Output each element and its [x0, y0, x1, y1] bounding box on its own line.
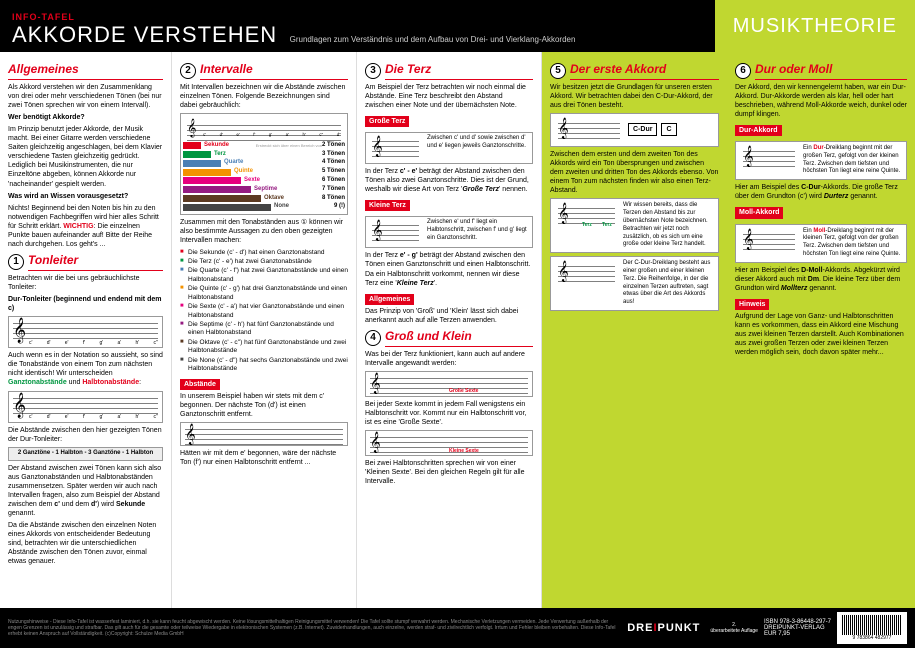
- text: In der Terz c' - e' beträgt der Abstand …: [365, 167, 533, 194]
- text: Da die Abstände zwischen den einzelnen N…: [8, 521, 163, 566]
- text: Was bei der Terz funktioniert, kann auch…: [365, 350, 533, 368]
- text: Als Akkord verstehen wir den Zusammenkla…: [8, 83, 163, 110]
- section-num: 1: [8, 254, 24, 270]
- text: Hier am Beispiel des C-Dur-Akkords. Die …: [735, 183, 907, 201]
- section-num: 5: [550, 63, 566, 79]
- text: Dur-Tonleiter (beginnend und endend mit …: [8, 295, 163, 313]
- text: Wer benötigt Akkorde?: [8, 113, 163, 122]
- text: Betrachten wir die bei uns gebräuchlichs…: [8, 274, 163, 292]
- text: Das Prinzip von 'Groß' und 'Klein' lässt…: [365, 307, 533, 325]
- sub-hinweis: Hinweis: [735, 299, 769, 310]
- sec-tonleiter: Tonleiter: [28, 253, 163, 271]
- barcode: 9 783864 482977: [837, 612, 907, 644]
- sub-moll: Moll-Akkord: [735, 207, 783, 218]
- text: Bei zwei Halbtonschritten sprechen wir v…: [365, 459, 533, 486]
- sec-gross: Groß und Klein: [385, 329, 533, 347]
- chord-cdur: 𝄞 C-Dur C: [550, 113, 719, 147]
- text: Zwischen dem ersten und dem zweiten Ton …: [550, 150, 719, 195]
- text: Zusammen mit den Tonabständen aus ① könn…: [180, 218, 348, 245]
- text: Der Abstand zwischen zwei Tönen kann sic…: [8, 464, 163, 519]
- text: Nichts! Beginnend bei den Noten bis hin …: [8, 204, 163, 249]
- chord-terz-detail: 𝄞 Der C-Dur-Dreiklang besteht aus einer …: [550, 256, 719, 311]
- footer-text: Nutzungshinweise - Diese Info-Tafel ist …: [8, 619, 617, 637]
- formula: 2 Ganztöne - 1 Halbton - 3 Ganztöne - 1 …: [8, 447, 163, 461]
- isbn: ISBN 978-3-86448-297-7 DREIPUNKT-VERLAG …: [764, 619, 831, 637]
- sec-intervalle: Intervalle: [200, 62, 348, 80]
- text: In unserem Beispiel haben wir stets mit …: [180, 392, 348, 419]
- chord-terz-diagram: 𝄞 Terz Terz Wir wissen bereits, dass die…: [550, 198, 719, 253]
- interval-list: Die Sekunde (c' - d') hat einen Ganztona…: [180, 249, 348, 374]
- interval-diagram: 𝄞 c'd'e'f'g'a'h'c''d'' SekundeErstreckt …: [180, 113, 348, 215]
- sec-akkord: Der erste Akkord: [570, 62, 719, 80]
- text: Mit Intervallen bezeichnen wir die Abstä…: [180, 83, 348, 110]
- staff-tonleiter-1: 𝄞 c'd'e'f'g'a'h'c'': [8, 316, 163, 348]
- category-badge: MUSIKTHEORIE: [715, 0, 915, 52]
- text: Hier am Beispiel des D-Moll-Akkords. Abg…: [735, 266, 907, 293]
- text: Bei jeder Sexte kommt in jedem Fall weni…: [365, 400, 533, 427]
- section-num: 3: [365, 63, 381, 79]
- staff-tonleiter-2: 𝄞 c'd'e'f'g'a'h'c'': [8, 391, 163, 423]
- staff-sexte-1: 𝄞 Große Sexte: [365, 371, 533, 397]
- sub-grosse-terz: Große Terz: [365, 116, 409, 127]
- terz-box-1: 𝄞 Zwischen c' und d' sowie zwischen d' u…: [365, 132, 533, 164]
- sub-allg: Allgemeines: [365, 294, 414, 305]
- text: Aufgrund der Lage von Ganz- und Halbtons…: [735, 312, 907, 357]
- text: Wir besitzen jetzt die Grundlagen für un…: [550, 83, 719, 110]
- text: Im Prinzip benutzt jeder Akkorde, der Mu…: [8, 125, 163, 189]
- sub-abstände: Abstände: [180, 379, 220, 390]
- moll-box: 𝄞 Ein Moll-Dreiklang beginnt mit der kle…: [735, 224, 907, 263]
- main-title: AKKORDE VERSTEHEN: [12, 22, 277, 47]
- section-num: 6: [735, 63, 751, 79]
- logo: DREIPUNKT: [627, 622, 700, 634]
- sub-kleine-terz: Kleine Terz: [365, 200, 410, 211]
- subtitle: Grundlagen zum Verständnis und dem Aufba…: [290, 35, 576, 44]
- text: Was wird an Wissen vorausgesetzt?: [8, 192, 163, 201]
- sec-durmoll: Dur oder Moll: [755, 62, 907, 80]
- text: Hätten wir mit dem e' begonnen, wäre der…: [180, 449, 348, 467]
- info-tafel-label: INFO-TAFEL: [12, 12, 715, 22]
- staff-sexte-2: 𝄞 Kleine Sexte: [365, 430, 533, 456]
- text: Die Abstände zwischen den hier gezeigten…: [8, 426, 163, 444]
- sec-allgemeines: Allgemeines: [8, 62, 163, 80]
- text: Am Beispiel der Terz betrachten wir noch…: [365, 83, 533, 110]
- text: In der Terz e' - g' beträgt der Abstand …: [365, 251, 533, 287]
- sub-dur: Dur-Akkord: [735, 125, 782, 136]
- dur-box: 𝄞 Ein Dur-Dreiklang beginnt mit der groß…: [735, 141, 907, 180]
- header: INFO-TAFEL AKKORDE VERSTEHEN Grundlagen …: [0, 0, 915, 52]
- section-num: 4: [365, 330, 381, 346]
- text: Der Akkord, den wir kennengelernt haben,…: [735, 83, 907, 119]
- footer: Nutzungshinweise - Diese Info-Tafel ist …: [0, 608, 915, 648]
- section-num: 2: [180, 63, 196, 79]
- text: Auch wenn es in der Notation so aussieht…: [8, 351, 163, 387]
- terz-box-2: 𝄞 Zwischen e' und f' liegt ein Halbtonsc…: [365, 216, 533, 248]
- sec-terz: Die Terz: [385, 62, 533, 80]
- staff-small: 𝄞: [180, 422, 348, 446]
